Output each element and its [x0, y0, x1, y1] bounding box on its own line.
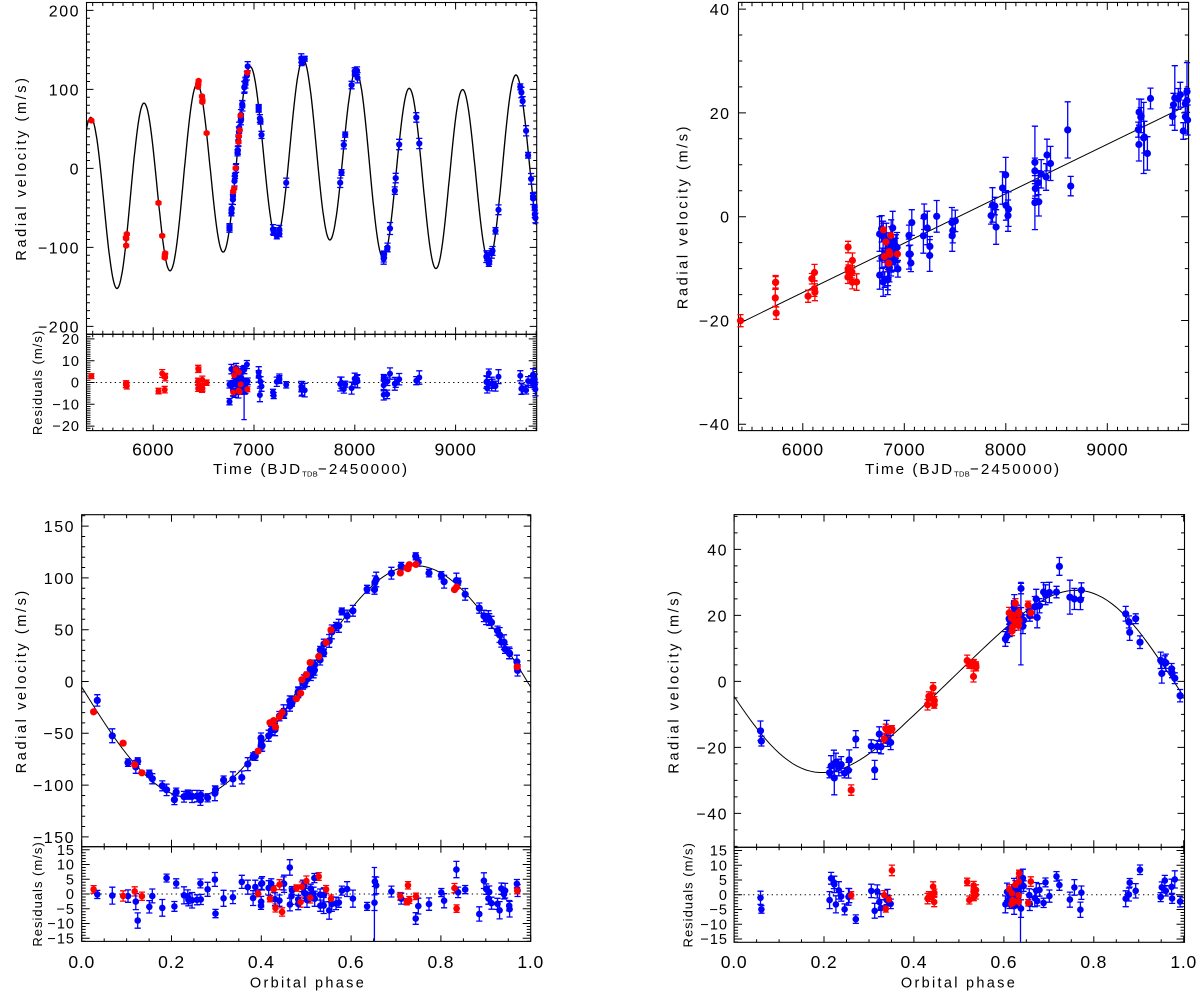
svg-text:15: 15 — [57, 843, 75, 859]
svg-text:−20: −20 — [699, 313, 731, 330]
svg-text:Orbital phase: Orbital phase — [901, 976, 1017, 992]
svg-text:0: 0 — [66, 887, 75, 903]
svg-text:−20: −20 — [52, 419, 80, 435]
svg-text:−15: −15 — [700, 932, 728, 948]
svg-text:9000: 9000 — [435, 440, 477, 460]
svg-text:−100: −100 — [33, 778, 75, 795]
svg-text:200: 200 — [49, 3, 80, 20]
svg-text:0: 0 — [65, 674, 75, 691]
svg-text:0: 0 — [720, 210, 730, 227]
svg-text:0.6: 0.6 — [991, 952, 1018, 972]
svg-text:1.0: 1.0 — [517, 952, 544, 972]
svg-text:100: 100 — [49, 82, 80, 99]
svg-text:0.0: 0.0 — [721, 952, 748, 972]
svg-text:20: 20 — [62, 332, 80, 348]
svg-text:−200: −200 — [38, 319, 80, 336]
svg-text:−10: −10 — [52, 397, 80, 413]
svg-text:Time (BJDTDB−2450000): Time (BJDTDB−2450000) — [865, 461, 1061, 479]
svg-text:10: 10 — [710, 858, 728, 874]
svg-text:0.2: 0.2 — [158, 952, 185, 972]
svg-text:1.0: 1.0 — [1170, 952, 1197, 972]
svg-text:Radial velocity (m/s): Radial velocity (m/s) — [14, 588, 30, 773]
svg-text:−10: −10 — [700, 917, 728, 933]
svg-text:8000: 8000 — [334, 440, 376, 460]
svg-text:5: 5 — [66, 872, 75, 888]
svg-text:−5: −5 — [56, 902, 75, 918]
svg-text:0.2: 0.2 — [811, 952, 838, 972]
svg-text:0: 0 — [719, 888, 728, 904]
svg-text:0.4: 0.4 — [901, 952, 928, 972]
svg-text:40: 40 — [707, 542, 728, 559]
svg-text:−10: −10 — [47, 917, 75, 933]
svg-text:−150: −150 — [33, 830, 75, 847]
svg-text:−40: −40 — [696, 806, 728, 823]
svg-text:40: 40 — [710, 2, 731, 19]
svg-text:Residuals (m/s): Residuals (m/s) — [30, 841, 45, 946]
svg-text:0: 0 — [71, 376, 80, 392]
svg-text:Radial velocity (m/s): Radial velocity (m/s) — [676, 124, 692, 309]
svg-text:7000: 7000 — [233, 440, 275, 460]
svg-text:0.4: 0.4 — [248, 952, 275, 972]
svg-text:50: 50 — [54, 623, 75, 640]
svg-text:0.8: 0.8 — [1080, 952, 1107, 972]
svg-text:Orbital phase: Orbital phase — [250, 976, 366, 992]
svg-text:0.6: 0.6 — [338, 952, 365, 972]
svg-text:Residuals (m/s): Residuals (m/s) — [681, 842, 696, 947]
svg-text:−50: −50 — [43, 726, 75, 743]
svg-text:5: 5 — [719, 873, 728, 889]
svg-text:20: 20 — [710, 106, 731, 123]
svg-text:150: 150 — [44, 519, 75, 536]
svg-text:6000: 6000 — [132, 440, 174, 460]
svg-text:10: 10 — [62, 354, 80, 370]
svg-text:9000: 9000 — [1086, 440, 1128, 460]
svg-text:Radial velocity (m/s): Radial velocity (m/s) — [667, 588, 683, 773]
svg-text:−40: −40 — [699, 417, 731, 434]
svg-text:Radial velocity (m/s): Radial velocity (m/s) — [14, 75, 30, 260]
svg-text:0: 0 — [718, 674, 728, 691]
svg-text:0.8: 0.8 — [428, 952, 455, 972]
svg-text:15: 15 — [710, 844, 728, 860]
svg-text:−100: −100 — [38, 240, 80, 257]
svg-text:0: 0 — [70, 161, 80, 178]
svg-text:7000: 7000 — [883, 440, 925, 460]
svg-text:Residuals (m/s): Residuals (m/s) — [30, 330, 45, 435]
svg-text:−15: −15 — [47, 931, 75, 947]
svg-text:20: 20 — [707, 608, 728, 625]
svg-text:6000: 6000 — [782, 440, 824, 460]
svg-text:0.0: 0.0 — [68, 952, 95, 972]
svg-text:Time (BJDTDB−2450000): Time (BJDTDB−2450000) — [213, 461, 409, 479]
svg-text:10: 10 — [57, 858, 75, 874]
svg-text:100: 100 — [44, 571, 75, 588]
svg-text:8000: 8000 — [985, 440, 1027, 460]
svg-text:−20: −20 — [696, 740, 728, 757]
svg-text:−5: −5 — [709, 903, 728, 919]
